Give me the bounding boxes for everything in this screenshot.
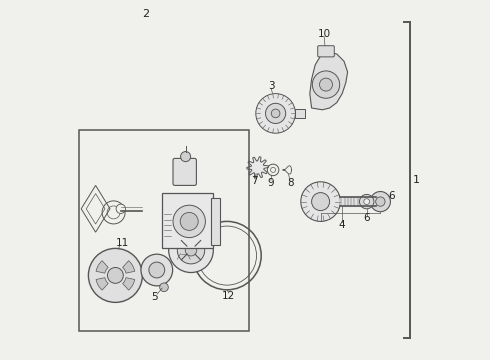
Polygon shape	[247, 157, 269, 178]
Circle shape	[301, 182, 341, 221]
Circle shape	[376, 197, 385, 206]
FancyBboxPatch shape	[211, 198, 220, 245]
FancyBboxPatch shape	[162, 193, 213, 248]
Circle shape	[107, 267, 123, 283]
Circle shape	[364, 199, 369, 204]
Text: 4: 4	[339, 220, 345, 230]
Circle shape	[177, 237, 205, 264]
Circle shape	[169, 228, 213, 273]
Text: 10: 10	[318, 29, 331, 39]
Circle shape	[173, 205, 205, 238]
Text: 11: 11	[116, 238, 129, 248]
Circle shape	[160, 283, 169, 292]
Circle shape	[177, 253, 190, 266]
FancyBboxPatch shape	[294, 109, 305, 118]
Circle shape	[370, 192, 391, 212]
Bar	[79, 130, 248, 331]
Circle shape	[180, 152, 191, 162]
Text: 12: 12	[222, 291, 235, 301]
Text: 7: 7	[251, 176, 258, 186]
Circle shape	[180, 212, 198, 230]
Circle shape	[88, 248, 143, 302]
Circle shape	[116, 204, 125, 213]
Text: 6: 6	[364, 213, 370, 223]
FancyBboxPatch shape	[173, 158, 196, 185]
Circle shape	[360, 194, 374, 209]
Wedge shape	[122, 278, 135, 290]
Circle shape	[149, 262, 165, 278]
Circle shape	[141, 254, 172, 286]
Wedge shape	[122, 261, 135, 273]
Text: 3: 3	[268, 81, 274, 91]
Text: 1: 1	[413, 175, 419, 185]
Wedge shape	[96, 278, 108, 290]
Circle shape	[312, 71, 340, 98]
Polygon shape	[310, 52, 347, 110]
Text: 2: 2	[143, 9, 149, 19]
Circle shape	[266, 103, 286, 123]
Wedge shape	[96, 261, 108, 273]
Circle shape	[256, 94, 295, 133]
Circle shape	[185, 244, 197, 256]
Circle shape	[312, 193, 330, 211]
Circle shape	[196, 227, 205, 236]
Circle shape	[319, 78, 333, 91]
Text: 9: 9	[267, 178, 273, 188]
Text: 5: 5	[151, 292, 158, 302]
Circle shape	[271, 109, 280, 118]
Text: 8: 8	[288, 178, 294, 188]
Text: 6: 6	[388, 191, 395, 201]
FancyBboxPatch shape	[318, 46, 334, 57]
